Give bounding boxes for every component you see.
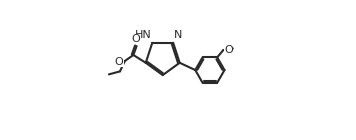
Text: O: O	[224, 45, 233, 55]
Text: N: N	[174, 30, 182, 40]
Text: HN: HN	[135, 30, 152, 40]
Text: O: O	[131, 34, 140, 44]
Text: O: O	[115, 57, 124, 67]
